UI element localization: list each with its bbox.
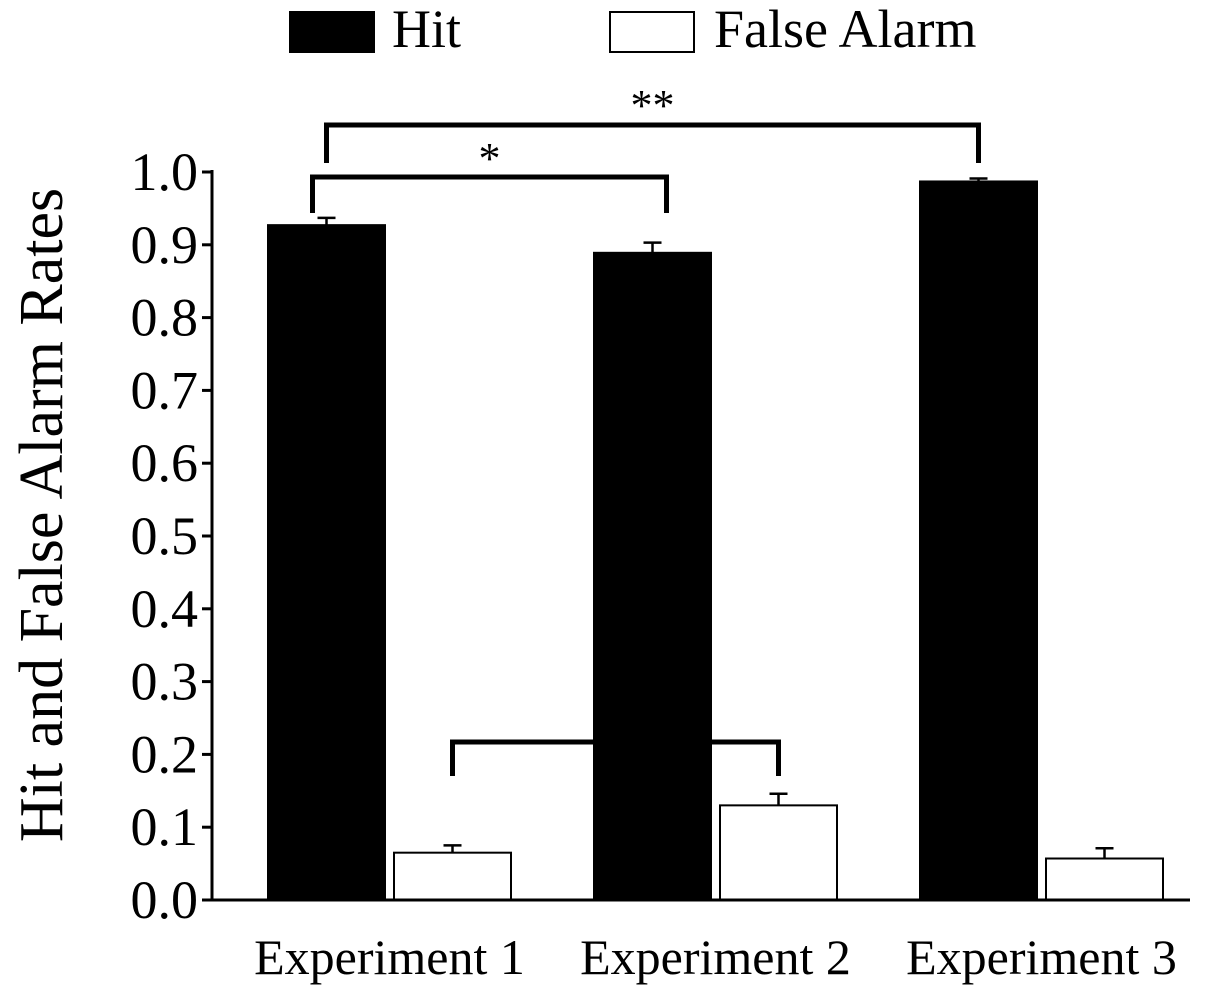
significance-bracket: ** [324,81,981,163]
legend-label: False Alarm [714,0,976,59]
x-tick-label: Experiment 2 [580,929,851,985]
error-bar [643,241,662,253]
y-tick-label: 0.2 [131,724,199,784]
y-tick-label: 0.5 [131,506,199,566]
bar-false-alarm-exp3 [1045,857,1164,902]
significance-label: * [479,134,501,183]
error-bar [769,792,788,806]
bars [267,180,1164,902]
bar-hit-exp1 [267,224,386,902]
y-tick-label: 0.8 [131,288,199,348]
y-tick-label: 0.9 [131,215,199,275]
legend: Hit False Alarm [289,0,976,59]
y-tick-label: 1.0 [131,142,199,202]
x-tick-label: Experiment 3 [906,929,1177,985]
bar-false-alarm-exp1 [393,851,512,901]
legend-label: Hit [392,0,461,59]
legend-item-hit: Hit [289,0,461,59]
error-bar [969,177,988,182]
significance-bracket: * [310,134,669,213]
legend-item-false-alarm: False Alarm [609,0,976,59]
legend-swatch [289,11,375,53]
error-bar [317,216,336,226]
bar-hit-exp3 [919,180,1038,902]
bar-false-alarm-exp2 [719,804,838,901]
y-tick-label: 0.4 [131,579,199,639]
x-tick-labels: Experiment 1 Experiment 2 Experiment 3 [254,929,1177,985]
error-bars [317,177,1114,859]
error-bar [443,844,462,853]
y-tick-label: 0.6 [131,433,199,493]
legend-swatch [609,11,695,53]
y-tick-label: 0.3 [131,652,199,712]
y-tick-label: 0.0 [131,870,199,930]
significance-label: ** [631,81,675,130]
x-tick-label: Experiment 1 [254,929,525,985]
axes [202,170,1190,902]
bar-hit-exp2 [593,251,712,902]
y-tick-label: 0.7 [131,360,199,420]
y-axis-label: Hit and False Alarm Rates [8,188,76,842]
y-tick-labels: 0.0 0.1 0.2 0.3 0.4 0.5 0.6 0.7 0.8 0.9 1.0 [131,142,199,930]
y-tick-label: 0.1 [131,797,199,857]
error-bar [1095,847,1114,859]
